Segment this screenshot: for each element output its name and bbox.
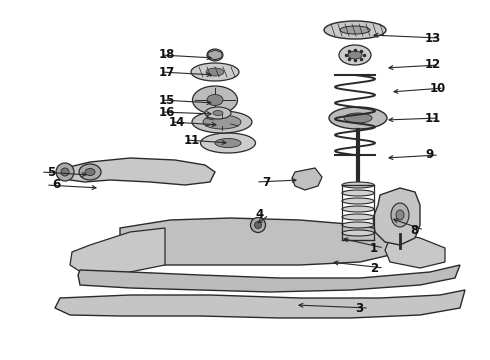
- Ellipse shape: [342, 190, 374, 196]
- Text: 16: 16: [159, 105, 175, 118]
- Text: 1: 1: [370, 242, 378, 255]
- Ellipse shape: [339, 45, 371, 65]
- Polygon shape: [115, 218, 400, 265]
- Ellipse shape: [203, 115, 241, 129]
- Text: 12: 12: [425, 58, 441, 72]
- Ellipse shape: [79, 164, 101, 180]
- Polygon shape: [373, 188, 420, 245]
- Text: 2: 2: [370, 261, 378, 274]
- Text: 7: 7: [262, 175, 270, 189]
- Ellipse shape: [342, 206, 374, 212]
- Text: 14: 14: [169, 116, 185, 129]
- Ellipse shape: [340, 26, 370, 34]
- Ellipse shape: [207, 94, 223, 105]
- Polygon shape: [78, 265, 460, 292]
- Text: 4: 4: [255, 208, 263, 221]
- Ellipse shape: [329, 107, 387, 129]
- Ellipse shape: [342, 198, 374, 204]
- Ellipse shape: [200, 133, 255, 153]
- Polygon shape: [385, 232, 445, 268]
- Text: 9: 9: [425, 148, 433, 162]
- Text: 10: 10: [430, 81, 446, 94]
- Ellipse shape: [342, 214, 374, 220]
- Ellipse shape: [56, 163, 74, 181]
- Text: 3: 3: [355, 302, 363, 315]
- Polygon shape: [70, 228, 165, 278]
- Text: 18: 18: [159, 49, 175, 62]
- Ellipse shape: [215, 139, 241, 148]
- Text: 5: 5: [47, 166, 55, 179]
- Ellipse shape: [342, 230, 374, 236]
- Ellipse shape: [342, 222, 374, 228]
- Ellipse shape: [207, 49, 223, 61]
- Text: 8: 8: [410, 224, 418, 237]
- Ellipse shape: [193, 86, 238, 114]
- Ellipse shape: [191, 63, 239, 81]
- Ellipse shape: [205, 107, 231, 119]
- Polygon shape: [55, 290, 465, 318]
- Text: 11: 11: [184, 134, 200, 147]
- Ellipse shape: [213, 111, 223, 116]
- Polygon shape: [292, 168, 322, 190]
- Ellipse shape: [324, 21, 386, 39]
- Polygon shape: [62, 158, 215, 185]
- Text: 15: 15: [159, 94, 175, 107]
- Ellipse shape: [254, 221, 262, 229]
- Ellipse shape: [348, 51, 362, 59]
- Ellipse shape: [342, 182, 374, 188]
- Ellipse shape: [391, 203, 409, 227]
- Ellipse shape: [344, 113, 372, 123]
- Text: 17: 17: [159, 66, 175, 78]
- Ellipse shape: [396, 210, 404, 220]
- Text: 11: 11: [425, 112, 441, 125]
- Text: 6: 6: [52, 179, 60, 192]
- Ellipse shape: [61, 168, 69, 176]
- Ellipse shape: [192, 111, 252, 133]
- Text: 13: 13: [425, 31, 441, 45]
- Ellipse shape: [206, 68, 224, 76]
- Ellipse shape: [250, 217, 266, 233]
- Ellipse shape: [85, 168, 95, 175]
